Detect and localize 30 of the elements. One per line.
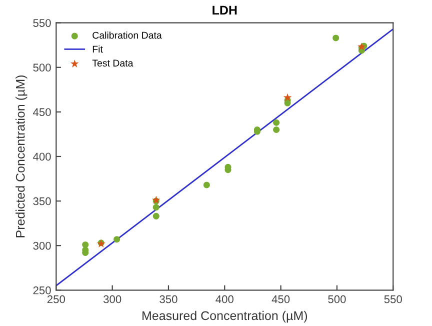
x-tick-label: 450 bbox=[272, 295, 290, 304]
x-tick-label: 550 bbox=[384, 295, 402, 304]
y-tick-label: 300 bbox=[33, 242, 51, 250]
y-tick-label: 400 bbox=[33, 152, 51, 161]
x-tick-label: 250 bbox=[47, 295, 65, 304]
point bbox=[152, 212, 160, 220]
point bbox=[283, 93, 292, 102]
legend-label: Calibration Data bbox=[92, 32, 162, 39]
x-tick-label: 500 bbox=[328, 295, 346, 304]
point bbox=[114, 236, 120, 243]
x-tick-label: 300 bbox=[103, 295, 122, 304]
y-tick-label: 500 bbox=[33, 64, 51, 72]
x-tick-label: 400 bbox=[216, 295, 234, 304]
y-tick-label: 550 bbox=[33, 19, 51, 27]
point bbox=[332, 34, 340, 42]
point bbox=[152, 204, 160, 211]
legend-label: Test Data bbox=[92, 60, 134, 67]
legend-label: Fit bbox=[92, 45, 103, 53]
point bbox=[82, 241, 89, 248]
y-tick-label: 450 bbox=[33, 108, 51, 116]
point bbox=[273, 119, 280, 126]
y-axis-title: Predicted Concentration (µM) bbox=[16, 75, 28, 238]
y-tick-label: 250 bbox=[33, 286, 51, 294]
chart-title: LDH bbox=[212, 6, 237, 14]
y-tick-label: 350 bbox=[33, 197, 51, 206]
x-axis-title: Measured Concentration (µM) bbox=[142, 310, 308, 323]
point bbox=[203, 182, 210, 188]
point bbox=[273, 126, 280, 134]
x-tick-label: 350 bbox=[160, 295, 178, 304]
point bbox=[357, 42, 366, 50]
